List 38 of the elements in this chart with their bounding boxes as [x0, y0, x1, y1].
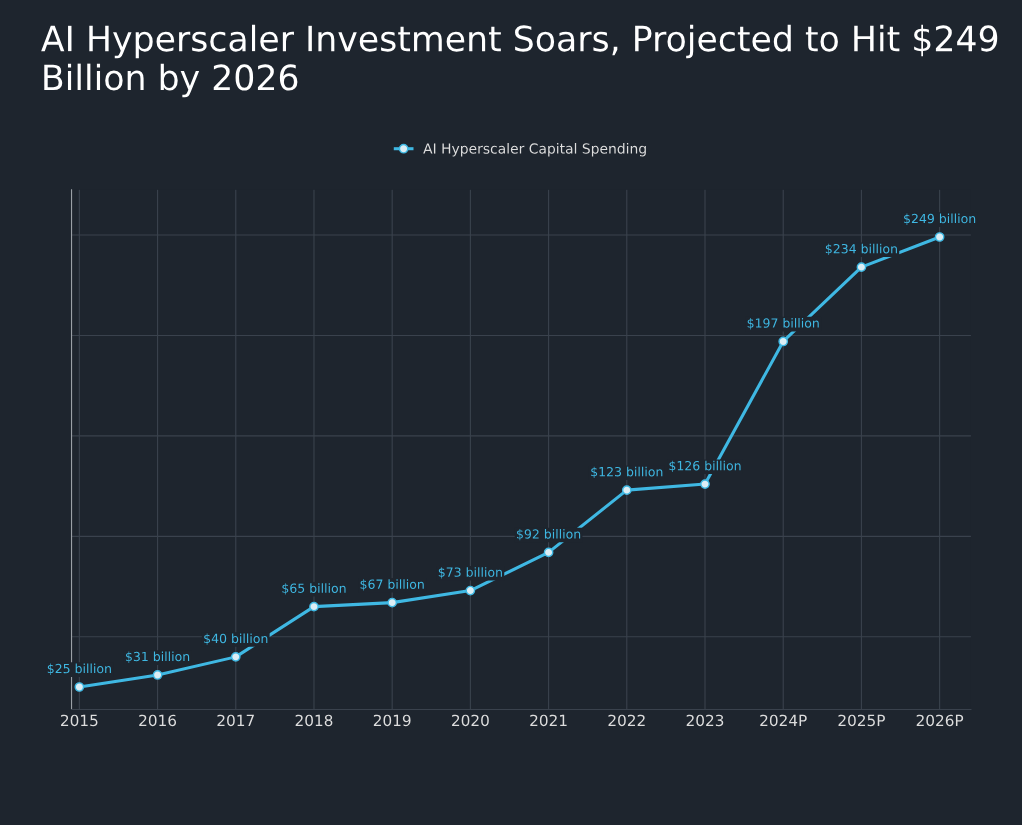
point: [934, 232, 945, 242]
point: [387, 597, 398, 608]
point: [74, 682, 85, 692]
point: [778, 336, 789, 347]
x-tick-label: 2021: [530, 714, 567, 727]
data-label: $40 billion: [204, 633, 268, 645]
data-label: $249 billion: [904, 213, 976, 225]
data-label: $126 billion: [669, 460, 741, 473]
point: [543, 547, 554, 558]
legend-label: AI Hyperscaler Capital Spending: [423, 143, 646, 157]
data-label: $67 billion: [360, 579, 424, 591]
data-label: $123 billion: [591, 466, 663, 479]
x-tick-label: 2022: [608, 714, 645, 727]
point: [700, 479, 710, 489]
x-tick-label: 2025P: [838, 714, 885, 727]
data-label: $73 billion: [438, 567, 502, 579]
data-label: $25 billion: [47, 663, 111, 675]
x-tick-label: 2016: [139, 714, 177, 727]
point: [621, 485, 632, 495]
data-label: $234 billion: [825, 243, 897, 256]
point: [230, 652, 241, 662]
data-label: $92 billion: [517, 529, 581, 541]
x-tick-label: 2023: [686, 714, 724, 727]
x-tick-label: 2024P: [760, 714, 807, 727]
x-tick-label: 2015: [61, 714, 98, 727]
point: [152, 670, 163, 680]
data-label: $65 billion: [282, 583, 346, 595]
point: [309, 601, 319, 612]
chart-title: AI Hyperscaler Investment Soars, Projected to Hit $249 Billion by 2026: [41, 24, 998, 98]
x-tick-label: 2019: [373, 714, 411, 727]
x-tick-label: 2017: [217, 714, 254, 727]
data-label: $197 billion: [747, 318, 819, 330]
x-tick-label: 2018: [295, 714, 333, 727]
data-label: $31 billion: [125, 651, 190, 663]
x-tick-label: 2020: [452, 714, 489, 727]
point: [465, 585, 476, 596]
point: [856, 262, 867, 272]
x-tick-label: 2026P: [916, 714, 964, 727]
